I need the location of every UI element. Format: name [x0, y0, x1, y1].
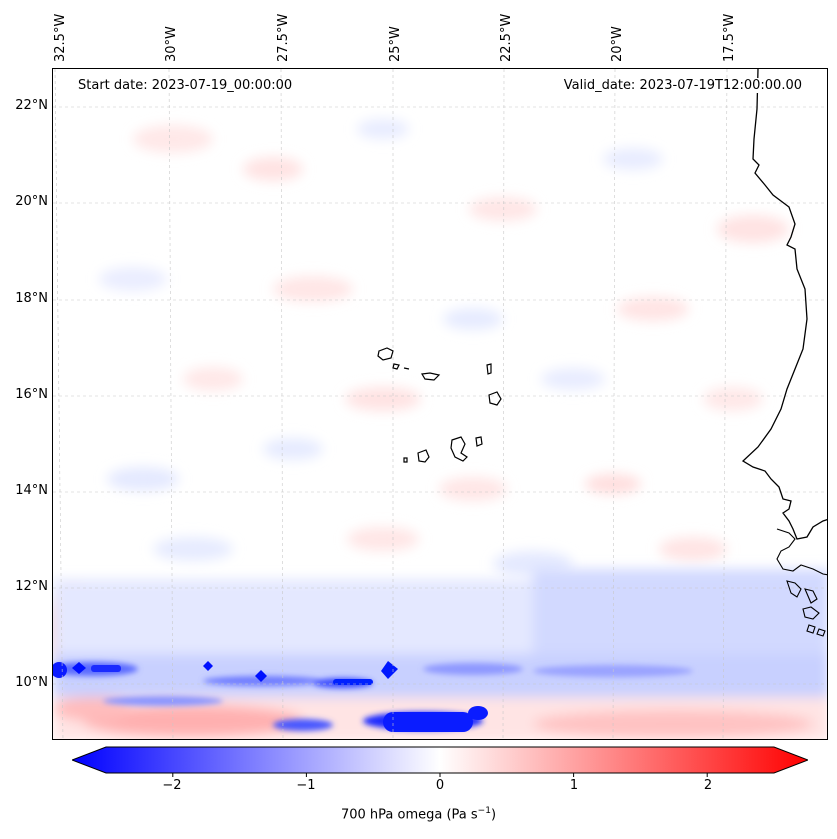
colorbar-tick-1: 1 — [569, 778, 579, 793]
colorbar-tick-neg1: −1 — [296, 778, 316, 793]
lon-label-32-5w: 32.5°W — [53, 13, 68, 62]
lat-label-18n: 18°N — [15, 291, 48, 306]
africa-coastline — [741, 69, 827, 540]
lat-label-14n: 14°N — [15, 483, 48, 498]
lon-label-27-5w: 27.5°W — [276, 13, 291, 62]
start-date-label: Start date: 2023-07-19_00:00:00 — [75, 78, 296, 93]
lon-label-17-5w: 17.5°W — [722, 13, 737, 62]
lon-label-22-5w: 22.5°W — [499, 13, 514, 62]
lat-label-20n: 20°N — [15, 194, 48, 209]
lat-label-22n: 22°N — [15, 98, 48, 113]
graticule — [53, 69, 827, 739]
lon-label-20w: 20°W — [610, 26, 625, 62]
colorbar-tick-2: 2 — [703, 778, 713, 793]
colorbar-gradient — [70, 746, 810, 777]
valid-date-label: Valid_date: 2023-07-19T12:00:00.00 — [560, 78, 805, 93]
lat-label-10n: 10°N — [15, 675, 48, 690]
colorbar-tick-neg2: −2 — [162, 778, 182, 793]
colorbar-tick-0: 0 — [435, 778, 445, 793]
africa-coastal-islands — [776, 528, 827, 637]
lon-label-30w: 30°W — [164, 26, 179, 62]
lon-label-25w: 25°W — [388, 26, 403, 62]
lat-label-16n: 16°N — [15, 387, 48, 402]
colorbar-label-text: 700 hPa omega (Pa s — [340, 807, 478, 823]
omega-field — [53, 69, 827, 739]
colorbar-label-exponent: −1 — [477, 806, 491, 816]
cape-verde-islands — [377, 347, 502, 463]
colorbar-label: 700 hPa omega (Pa s−1) — [0, 806, 837, 822]
lat-label-12n: 12°N — [15, 579, 48, 594]
colorbar-label-close: ) — [490, 807, 497, 823]
omega-map-panel: Start date: 2023-07-19_00:00:00 Valid_da… — [52, 68, 828, 740]
omega-sharp-features — [53, 661, 488, 732]
colorbar — [70, 746, 810, 782]
